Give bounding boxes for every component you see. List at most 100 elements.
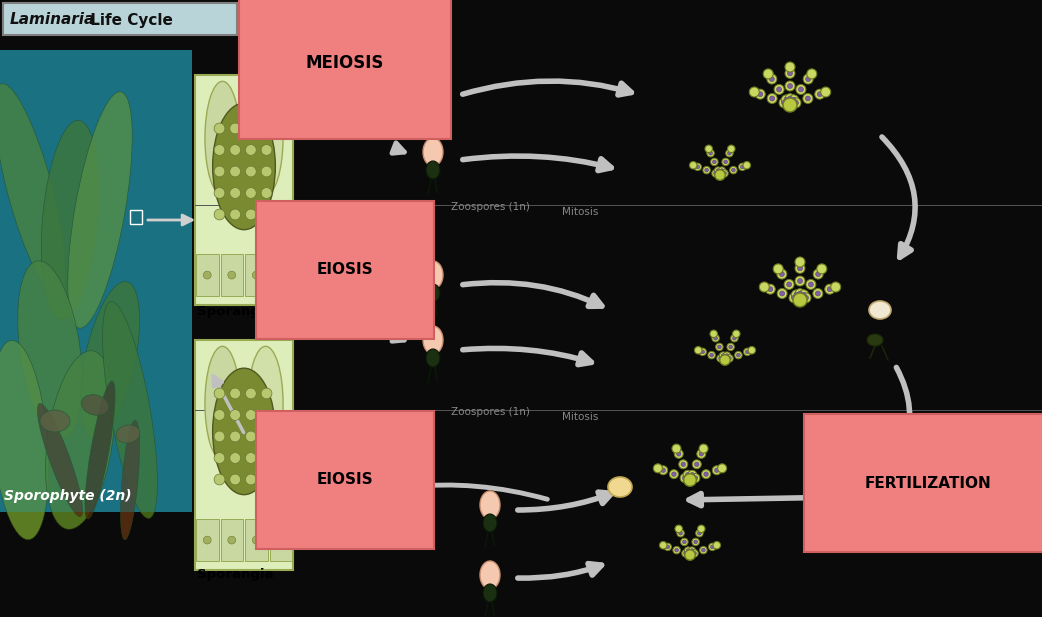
Circle shape xyxy=(801,292,807,297)
Circle shape xyxy=(703,472,709,476)
Circle shape xyxy=(721,354,725,357)
Circle shape xyxy=(683,540,687,544)
Ellipse shape xyxy=(803,74,813,84)
Circle shape xyxy=(705,145,713,152)
Text: Sporangia: Sporangia xyxy=(197,305,273,318)
Circle shape xyxy=(262,388,272,399)
Circle shape xyxy=(666,545,670,549)
Circle shape xyxy=(710,330,718,337)
Ellipse shape xyxy=(735,351,742,359)
Circle shape xyxy=(713,542,720,549)
FancyBboxPatch shape xyxy=(3,3,237,35)
FancyBboxPatch shape xyxy=(221,520,243,561)
Circle shape xyxy=(787,282,792,287)
Circle shape xyxy=(733,336,737,340)
Circle shape xyxy=(701,549,705,552)
Circle shape xyxy=(724,160,727,164)
Circle shape xyxy=(858,493,862,497)
Ellipse shape xyxy=(68,92,132,328)
Ellipse shape xyxy=(341,468,369,523)
Circle shape xyxy=(710,354,714,357)
Text: MEIOSIS: MEIOSIS xyxy=(305,54,384,72)
Circle shape xyxy=(862,503,866,507)
Circle shape xyxy=(693,476,697,480)
Ellipse shape xyxy=(739,163,746,171)
Ellipse shape xyxy=(795,263,805,273)
Ellipse shape xyxy=(116,425,140,443)
Ellipse shape xyxy=(813,269,823,279)
Circle shape xyxy=(214,431,225,442)
Ellipse shape xyxy=(717,355,724,362)
Ellipse shape xyxy=(869,301,891,319)
Circle shape xyxy=(230,166,241,177)
Text: Laminaria: Laminaria xyxy=(10,12,95,28)
Ellipse shape xyxy=(709,543,716,550)
Circle shape xyxy=(277,536,284,544)
Ellipse shape xyxy=(841,507,849,515)
Ellipse shape xyxy=(423,138,443,166)
Circle shape xyxy=(763,69,773,79)
Ellipse shape xyxy=(699,348,706,355)
Ellipse shape xyxy=(40,410,70,432)
Ellipse shape xyxy=(871,514,879,523)
Circle shape xyxy=(770,96,774,101)
Ellipse shape xyxy=(785,81,795,91)
Circle shape xyxy=(262,209,272,220)
Circle shape xyxy=(214,388,225,399)
Circle shape xyxy=(262,410,272,420)
Circle shape xyxy=(681,462,686,466)
Ellipse shape xyxy=(889,516,899,524)
Ellipse shape xyxy=(692,538,699,545)
Circle shape xyxy=(788,96,793,101)
Ellipse shape xyxy=(784,280,794,289)
Circle shape xyxy=(661,468,666,473)
Ellipse shape xyxy=(793,293,807,307)
Ellipse shape xyxy=(483,514,497,532)
Ellipse shape xyxy=(712,334,719,342)
Ellipse shape xyxy=(785,68,795,78)
Circle shape xyxy=(863,516,867,520)
Circle shape xyxy=(262,188,272,199)
Circle shape xyxy=(797,266,802,271)
Text: EIOSIS: EIOSIS xyxy=(317,262,373,278)
Ellipse shape xyxy=(688,547,696,555)
FancyBboxPatch shape xyxy=(270,520,292,561)
Circle shape xyxy=(699,452,703,456)
Circle shape xyxy=(711,545,714,549)
Circle shape xyxy=(809,282,814,287)
Ellipse shape xyxy=(688,470,697,479)
Circle shape xyxy=(214,188,225,199)
Circle shape xyxy=(230,453,241,463)
Circle shape xyxy=(843,508,847,513)
Ellipse shape xyxy=(727,343,735,350)
Ellipse shape xyxy=(706,149,715,157)
Text: Mitosis: Mitosis xyxy=(562,412,598,422)
Ellipse shape xyxy=(795,289,805,299)
Ellipse shape xyxy=(248,81,283,195)
Circle shape xyxy=(817,264,826,274)
Circle shape xyxy=(760,282,769,292)
Circle shape xyxy=(683,476,687,480)
Ellipse shape xyxy=(345,485,357,495)
Ellipse shape xyxy=(213,368,275,495)
FancyBboxPatch shape xyxy=(245,520,268,561)
Ellipse shape xyxy=(673,547,680,554)
FancyBboxPatch shape xyxy=(196,254,219,296)
Ellipse shape xyxy=(779,98,789,108)
Ellipse shape xyxy=(677,529,685,537)
Circle shape xyxy=(203,536,212,544)
Circle shape xyxy=(660,542,667,549)
Ellipse shape xyxy=(691,474,700,482)
Circle shape xyxy=(784,97,789,102)
Ellipse shape xyxy=(805,280,816,289)
Circle shape xyxy=(731,168,736,172)
Ellipse shape xyxy=(691,550,698,557)
Ellipse shape xyxy=(725,355,734,362)
Ellipse shape xyxy=(205,346,240,460)
Ellipse shape xyxy=(721,170,728,177)
Ellipse shape xyxy=(855,491,864,500)
Ellipse shape xyxy=(699,547,708,554)
Ellipse shape xyxy=(864,514,876,526)
Circle shape xyxy=(893,508,897,513)
Ellipse shape xyxy=(813,289,823,299)
